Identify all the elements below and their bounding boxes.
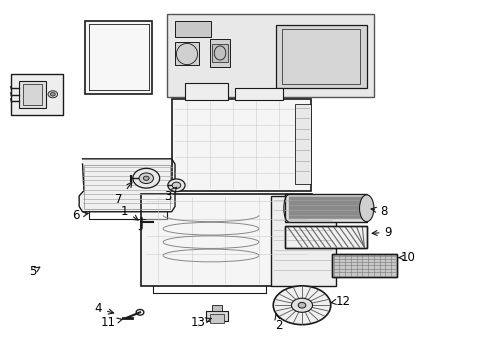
Bar — [294, 104, 310, 184]
Bar — [331, 254, 396, 277]
Bar — [85, 21, 152, 94]
Bar — [285, 194, 366, 222]
Text: 11: 11 — [100, 316, 122, 329]
Bar — [166, 14, 373, 97]
Text: 1: 1 — [121, 204, 138, 220]
Bar — [171, 99, 310, 190]
Ellipse shape — [298, 302, 305, 308]
Text: 9: 9 — [371, 226, 391, 239]
Bar — [209, 314, 224, 323]
Polygon shape — [79, 159, 175, 212]
Bar — [175, 21, 210, 37]
Bar — [209, 39, 230, 67]
Bar — [275, 25, 366, 88]
Ellipse shape — [359, 195, 373, 222]
Bar — [19, 81, 45, 108]
Bar — [11, 74, 63, 115]
Ellipse shape — [139, 173, 153, 184]
Bar — [212, 44, 227, 62]
Bar — [206, 311, 227, 321]
Bar — [84, 165, 170, 209]
Text: 2: 2 — [274, 314, 282, 332]
Bar — [281, 29, 360, 84]
Bar — [234, 87, 282, 100]
Text: 6: 6 — [72, 209, 88, 222]
Text: 7: 7 — [115, 182, 132, 206]
Ellipse shape — [50, 93, 55, 96]
Ellipse shape — [172, 182, 181, 189]
Text: 10: 10 — [397, 251, 415, 264]
Text: 3: 3 — [164, 187, 176, 203]
Text: 13: 13 — [190, 316, 211, 329]
Ellipse shape — [273, 286, 330, 325]
Bar — [211, 305, 222, 311]
Ellipse shape — [143, 176, 149, 180]
Bar — [184, 83, 227, 100]
Bar — [175, 42, 199, 66]
Bar — [285, 226, 366, 248]
Bar — [285, 226, 366, 248]
Ellipse shape — [48, 91, 58, 98]
Ellipse shape — [133, 168, 160, 188]
Text: 4: 4 — [94, 302, 113, 315]
Text: 12: 12 — [330, 294, 349, 307]
Text: 8: 8 — [370, 204, 386, 217]
Ellipse shape — [167, 179, 184, 192]
Text: 5: 5 — [29, 265, 40, 278]
Bar — [270, 196, 335, 286]
Bar — [331, 254, 396, 277]
Bar — [23, 84, 41, 105]
Ellipse shape — [291, 298, 312, 312]
Bar — [141, 194, 311, 286]
